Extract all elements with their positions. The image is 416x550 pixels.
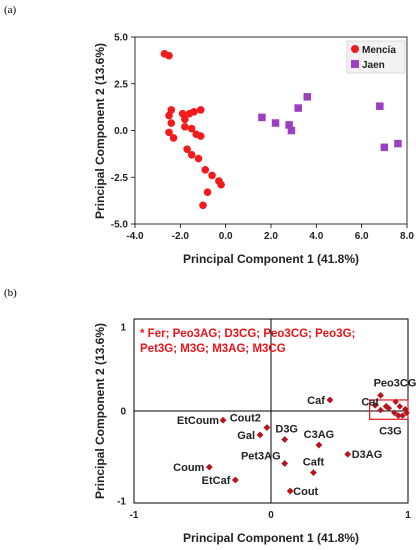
data-point-mencia (165, 51, 173, 60)
loading-label: D3AG (352, 449, 383, 461)
loading-label: D3G (275, 424, 298, 436)
data-point-mencia (217, 180, 225, 189)
legend-marker-jaen (351, 60, 359, 68)
loading-label: Peo3CG (374, 377, 416, 389)
legend-label-jaen: Jaen (362, 60, 385, 71)
y-axis-title-b: Principal Component 2 (13.6%) (93, 323, 107, 499)
loading-point-clustered (391, 409, 398, 417)
loading-label: Coum (173, 462, 204, 474)
y-tick-label: -5.0 (111, 220, 129, 231)
loading-point (286, 487, 294, 495)
loading-label: EtCaf (202, 475, 231, 487)
loading-point (395, 412, 402, 419)
x-axis-title-b: Principal Component 1 (41.8%) (183, 531, 359, 545)
loading-point (231, 476, 239, 484)
loading-point (263, 424, 271, 431)
loading-point-clustered (377, 406, 384, 414)
y-tick-label: 5.0 (114, 33, 128, 44)
x-tick-label: 0.0 (219, 231, 233, 242)
data-point-mencia (187, 151, 196, 159)
loading-label: Cout2 (230, 413, 261, 425)
x-tick-label: 1 (405, 510, 411, 521)
data-point-mencia (190, 108, 198, 116)
x-tick-label: -2.0 (172, 231, 190, 242)
loading-label: Cout (293, 486, 318, 498)
loading-point (326, 396, 334, 404)
data-point-mencia (167, 119, 176, 127)
x-tick-label: 6.0 (355, 231, 369, 242)
loading-label: Cat (361, 396, 379, 408)
loading-point-clustered (399, 412, 406, 419)
note-line-1: * Fer; Peo3AG; D3CG; Peo3CG; Peo3G; (140, 328, 355, 340)
loading-point (205, 463, 213, 471)
loading-label: C3AG (304, 429, 335, 441)
panel-label-b: (b) (4, 287, 17, 299)
data-point-mencia (199, 201, 207, 210)
loading-point (256, 431, 264, 439)
chart-b: (b) -1 0 1 1 0 -1 Caf Peo3CG Cat C3G EtCoum Cout2 G… (4, 287, 416, 545)
y-tick-label: 2.5 (114, 79, 128, 90)
data-point-mencia (165, 111, 173, 120)
loading-label: EtCoum (177, 415, 219, 427)
data-point-mencia (196, 106, 205, 114)
data-point-mencia (181, 122, 189, 131)
data-point-mencia (196, 132, 205, 140)
loading-point (219, 416, 227, 424)
loading-point-clustered (403, 409, 410, 417)
legend-label-mencia: Mencía (362, 45, 396, 56)
y-tick-label: 0.0 (114, 126, 128, 137)
data-point-jaen (380, 143, 389, 152)
x-tick-label: 8.0 (400, 231, 414, 242)
y-axis-title-a: Principal Component 2 (13.6%) (93, 43, 107, 219)
panel-label-a: (a) (4, 4, 17, 16)
legend-marker-mencia (351, 45, 359, 53)
data-point-mencia (194, 154, 203, 163)
data-point-jaen (394, 139, 402, 148)
loading-label: Caft (303, 457, 325, 469)
data-point-jaen (271, 119, 280, 127)
data-point-jaen (285, 121, 293, 129)
loading-label: Pet3AG (241, 450, 281, 462)
loading-point (281, 436, 289, 443)
data-point-jaen (287, 126, 296, 135)
loading-point (281, 460, 289, 467)
loading-point (382, 403, 390, 410)
data-point-jaen (294, 104, 302, 112)
y-tick-label: 0 (120, 407, 126, 418)
loading-point (377, 391, 384, 399)
data-point-mencia (201, 165, 210, 174)
loading-point (310, 469, 317, 477)
data-point-mencia (165, 128, 173, 137)
data-point-mencia (208, 171, 216, 180)
loading-label: C3G (379, 426, 402, 438)
note-line-2: Pet3G; M3G; M3AG; M3CG (140, 343, 286, 355)
loading-point-clustered (371, 402, 379, 409)
x-tick-label: 2.0 (264, 231, 278, 242)
y-tick-label: -1 (117, 497, 126, 508)
data-point-mencia (203, 188, 212, 197)
data-point-jaen (303, 93, 312, 101)
y-tick-label: -2.5 (111, 173, 129, 184)
data-point-mencia (169, 134, 178, 142)
x-axis-title-a: Principal Component 1 (41.8%) (183, 252, 359, 266)
loading-point-clustered (392, 398, 399, 405)
data-point-mencia (187, 124, 196, 133)
data-point-mencia (181, 115, 189, 124)
x-tick-label: 0 (268, 510, 274, 521)
data-point-jaen (258, 113, 266, 122)
loading-label: Caf (307, 395, 325, 407)
data-point-jaen (376, 102, 384, 110)
x-tick-label: -1 (130, 510, 139, 521)
loading-label: Gal (237, 430, 255, 442)
chart-a: (a) -4.0 -2.0 0.0 2.0 4.0 6.0 8.0 5.0 2.5 0.0 -2.5… (4, 4, 414, 266)
x-tick-label: 4.0 (309, 231, 323, 242)
loading-point-clustered (396, 403, 403, 410)
y-tick-label: 1 (120, 323, 126, 334)
x-tick-label: -4.0 (126, 231, 144, 242)
legend-a: Mencía Jaen (346, 40, 406, 74)
loading-point (344, 450, 352, 458)
data-point-mencia (183, 145, 191, 153)
loading-point (315, 441, 323, 449)
